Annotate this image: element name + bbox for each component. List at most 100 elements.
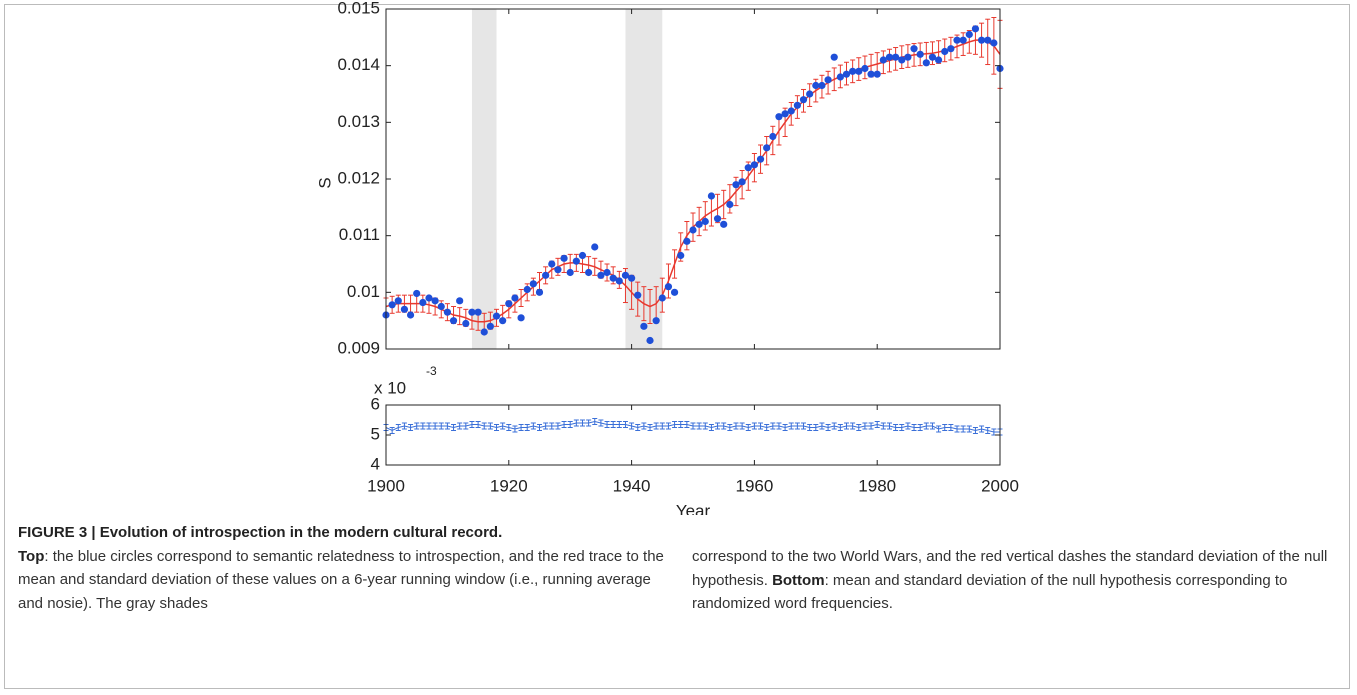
- data-point: [505, 300, 513, 308]
- data-point: [879, 56, 887, 64]
- data-point: [499, 317, 507, 325]
- data-point: [928, 53, 937, 61]
- data-point: [935, 56, 943, 64]
- data-point: [941, 47, 949, 56]
- data-point: [842, 70, 851, 78]
- data-point: [763, 144, 771, 152]
- data-point: [849, 67, 857, 75]
- data-point: [646, 336, 654, 345]
- data-point: [750, 161, 759, 169]
- data-point: [456, 297, 464, 305]
- data-point: [689, 226, 697, 234]
- data-point: [486, 322, 494, 330]
- data-point: [892, 53, 900, 61]
- caption-title: FIGURE 3 | Evolution of introspection in…: [18, 524, 503, 541]
- data-point: [591, 243, 599, 251]
- caption-bottom-label: Bottom: [772, 571, 825, 589]
- war-shade: [471, 9, 497, 349]
- data-point: [437, 302, 445, 311]
- data-point: [572, 257, 580, 265]
- data-point: [609, 274, 617, 282]
- data-point: [744, 164, 752, 172]
- data-point: [990, 39, 998, 47]
- data-point: [812, 81, 820, 90]
- data-point: [720, 220, 728, 228]
- data-point: [542, 271, 550, 279]
- data-point: [861, 64, 869, 73]
- data-point: [566, 268, 574, 277]
- data-point: [474, 308, 482, 316]
- data-point: [898, 56, 906, 64]
- data-point: [419, 298, 427, 307]
- y-tick-label: 0.012: [337, 168, 380, 187]
- data-point: [806, 90, 814, 98]
- data-point: [597, 271, 605, 279]
- data-point: [523, 285, 531, 294]
- data-point: [830, 53, 838, 61]
- data-point: [406, 311, 415, 319]
- data-point: [462, 319, 470, 328]
- data-point: [775, 113, 783, 121]
- y-tick-label: 6: [371, 394, 380, 413]
- x-tick-label: 1980: [858, 476, 896, 495]
- data-point: [824, 76, 832, 84]
- data-point: [836, 73, 844, 81]
- data-point: [677, 251, 685, 260]
- data-point: [910, 45, 918, 53]
- data-point: [867, 70, 875, 78]
- data-point: [468, 308, 476, 316]
- plot-area: [386, 405, 1000, 465]
- data-point: [652, 317, 660, 325]
- data-point: [670, 288, 679, 296]
- x-tick-label: 2000: [981, 476, 1019, 495]
- data-point: [984, 36, 992, 44]
- data-point: [560, 254, 568, 262]
- data-point: [799, 96, 808, 104]
- caption-text: : the blue circles correspond to semanti…: [18, 547, 664, 612]
- data-point: [695, 220, 703, 228]
- data-point: [855, 67, 863, 75]
- data-point: [615, 277, 623, 285]
- data-point: [873, 70, 881, 78]
- y-axis-label: S: [315, 177, 334, 188]
- caption-left: FIGURE 3 | Evolution of introspection in…: [18, 521, 668, 615]
- caption-text: : mean and standard deviation of the nul…: [692, 571, 1288, 613]
- data-point: [511, 294, 519, 302]
- data-point: [916, 50, 924, 58]
- data-point: [628, 274, 636, 282]
- data-point: [965, 30, 973, 39]
- data-point: [769, 132, 777, 141]
- data-point: [603, 268, 611, 277]
- data-point: [480, 328, 488, 336]
- data-point: [738, 178, 746, 186]
- data-point: [535, 288, 544, 296]
- data-point: [683, 237, 691, 245]
- y-tick-label: 0.011: [339, 225, 380, 244]
- y-tick-label: 0.013: [337, 112, 380, 131]
- data-point: [400, 305, 409, 313]
- data-point: [947, 45, 955, 53]
- data-point: [578, 251, 587, 260]
- figure-frame: [4, 4, 1350, 689]
- data-point: [713, 215, 722, 223]
- y-tick-label: 4: [371, 454, 380, 473]
- caption-text: correspond to the two World Wars, and th…: [692, 548, 1328, 589]
- data-point: [492, 312, 501, 320]
- data-point: [388, 301, 396, 309]
- data-point: [658, 294, 666, 302]
- x-tick-label: 1920: [490, 476, 528, 495]
- data-point: [732, 181, 740, 189]
- x-axis-label: Year: [676, 501, 711, 515]
- data-point: [640, 322, 648, 330]
- data-point: [449, 317, 458, 325]
- y-tick-label: 0.01: [347, 282, 380, 301]
- x-tick-label: 1960: [735, 476, 773, 495]
- data-point: [756, 155, 765, 163]
- data-point: [425, 294, 433, 302]
- data-point: [971, 25, 980, 33]
- data-point: [554, 266, 562, 274]
- x-tick-label: 1940: [613, 476, 651, 495]
- data-point: [726, 200, 734, 209]
- axis-multiplier-exponent: -3: [426, 364, 437, 378]
- data-point: [707, 192, 716, 200]
